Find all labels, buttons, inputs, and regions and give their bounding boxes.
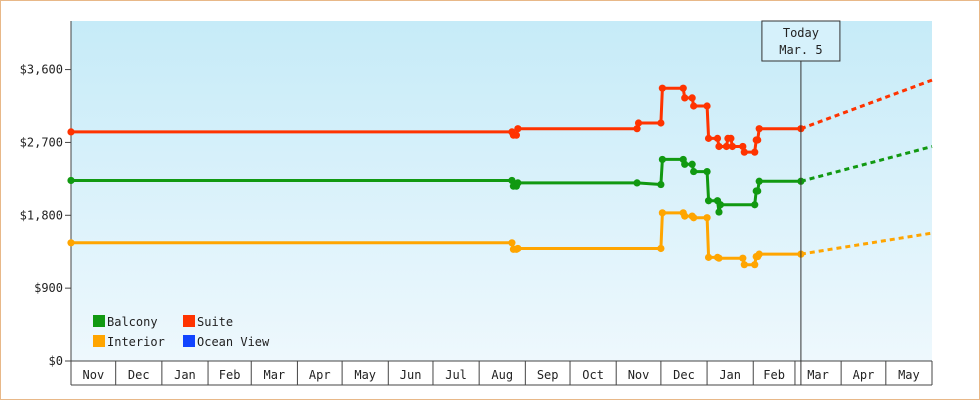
today-label: Today <box>783 26 819 40</box>
x-tick-label: Feb <box>763 368 785 382</box>
data-point-interior <box>681 212 689 220</box>
x-tick-label: Dec <box>128 368 150 382</box>
legend: Balcony Suite Interior Ocean View <box>93 315 270 349</box>
legend-label-interior: Interior <box>107 335 165 349</box>
data-point-suite <box>755 125 763 133</box>
data-point-interior <box>508 239 516 247</box>
x-tick-label: Nov <box>83 368 105 382</box>
y-tick-label: $1,800 <box>20 208 63 222</box>
data-point-suite <box>657 119 665 127</box>
legend-swatch-suite <box>183 315 195 327</box>
data-point-balcony <box>508 176 516 185</box>
forecast-line-balcony <box>800 145 933 183</box>
data-point-suite <box>751 148 759 156</box>
plot-area <box>71 21 932 361</box>
data-point-balcony <box>754 187 762 195</box>
data-point-balcony <box>755 177 763 185</box>
data-point-balcony <box>704 197 713 205</box>
x-axis: Nov Dec Jan Feb Mar Apr May Jun Jul Aug Sep Oct Nov D… <box>70 360 933 386</box>
x-tick-label: Apr <box>309 368 331 382</box>
x-tick-label: Jan <box>174 368 196 382</box>
legend-label-balcony: Balcony <box>107 315 158 329</box>
y-tick-label: $900 <box>34 281 63 295</box>
today-box <box>761 20 841 62</box>
data-point-interior <box>740 261 748 269</box>
y-tick-label: $0 <box>49 354 63 368</box>
data-point-interior <box>703 214 711 222</box>
data-point-suite <box>740 148 748 156</box>
x-tick-label: Oct <box>582 368 604 382</box>
data-point-interior <box>67 239 75 247</box>
y-tick-label: $3,600 <box>20 63 63 77</box>
x-tick-label: Sep <box>537 368 559 382</box>
data-point-suite <box>658 84 666 92</box>
data-point-interior <box>704 253 713 261</box>
data-point-balcony <box>658 155 666 164</box>
data-point-suite <box>722 142 731 151</box>
data-point-balcony <box>703 167 711 176</box>
data-point-suite <box>690 102 698 110</box>
data-point-interior <box>751 261 759 269</box>
forecast-line-interior <box>800 231 933 256</box>
data-point-suite <box>514 125 522 133</box>
x-tick-label: Nov <box>628 368 650 382</box>
x-tick-label: Aug <box>491 368 513 382</box>
data-point-balcony <box>633 179 641 187</box>
today-marker: Today Mar. 5 <box>761 20 841 385</box>
data-point-suite <box>713 134 722 142</box>
data-point-balcony <box>657 180 665 189</box>
legend-label-suite: Suite <box>197 315 233 329</box>
series-line-suite <box>71 86 801 154</box>
data-point-balcony <box>715 208 723 216</box>
x-tick-label: Mar <box>263 368 285 382</box>
data-point-suite <box>679 84 687 92</box>
data-point-interior <box>755 250 763 258</box>
data-point-interior <box>739 254 747 262</box>
legend-swatch-interior <box>93 335 105 347</box>
data-point-suite <box>715 142 723 151</box>
y-tick-label: $2,700 <box>20 135 63 149</box>
data-point-suite <box>754 136 762 144</box>
x-tick-label: Apr <box>853 368 875 382</box>
data-point-balcony <box>681 160 689 168</box>
data-point-suite <box>688 94 696 102</box>
x-tick-label: May <box>898 368 920 382</box>
data-point-suite <box>739 142 747 151</box>
legend-swatch-ocean-view <box>183 335 195 347</box>
x-tick-label: May <box>354 368 376 382</box>
series-group <box>67 78 933 269</box>
x-tick-label: Jan <box>719 368 741 382</box>
x-tick-label: Mar <box>807 368 829 382</box>
x-tick-label: Jul <box>445 368 467 382</box>
data-point-balcony <box>751 201 759 209</box>
today-date-label: Mar. 5 <box>779 43 822 57</box>
data-point-suite <box>728 142 736 151</box>
data-point-balcony <box>514 179 522 187</box>
data-point-suite <box>704 134 713 142</box>
data-point-interior <box>658 209 666 217</box>
data-point-suite <box>727 134 735 142</box>
data-point-suite <box>703 102 711 110</box>
x-tick-label: Jun <box>400 368 422 382</box>
data-point-suite <box>633 125 641 133</box>
y-axis: $0 $900 $1,800 $2,700 $3,600 <box>20 21 72 385</box>
legend-swatch-balcony <box>93 315 105 327</box>
data-point-interior <box>657 244 665 253</box>
x-tick-label: Dec <box>673 368 695 382</box>
data-point-interior <box>715 254 723 262</box>
data-point-balcony <box>688 160 696 168</box>
data-point-balcony <box>67 176 75 185</box>
data-point-balcony <box>716 201 725 209</box>
data-point-suite <box>634 119 643 127</box>
data-point-suite <box>512 131 520 139</box>
legend-label-ocean-view: Ocean View <box>197 335 270 349</box>
data-point-interior <box>690 214 698 222</box>
data-point-suite <box>681 94 689 102</box>
x-tick-label: Feb <box>219 368 241 382</box>
data-point-balcony <box>690 167 698 176</box>
data-point-interior <box>514 244 522 253</box>
data-point-suite <box>67 128 75 136</box>
